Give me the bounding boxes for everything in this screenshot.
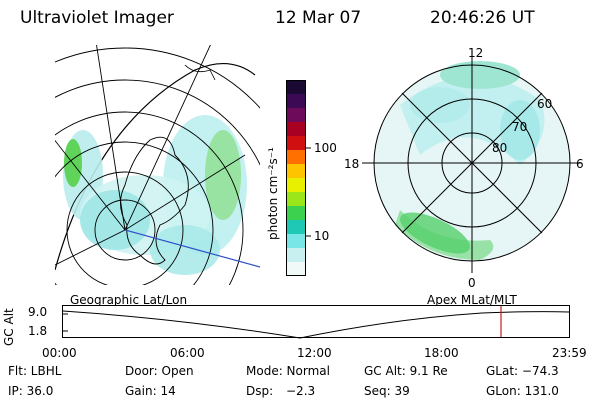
aurora-emission (63, 115, 247, 275)
info-door: Door: Open (125, 364, 194, 378)
info-dsp-label: Dsp: (246, 384, 274, 398)
terminator-line (124, 229, 260, 268)
mlt-label-12: 12 (468, 46, 484, 60)
colorbar-swatch (286, 192, 306, 207)
colorbar-tick-10: 10 (314, 229, 330, 243)
altitude-curve (62, 310, 570, 339)
color-scale (286, 80, 306, 277)
time-tick-2359: 23:59 (552, 346, 587, 360)
colorbar-swatch (286, 122, 306, 137)
mlt-label-18: 18 (344, 157, 360, 171)
colorbar-swatch (286, 178, 306, 193)
mlt-label-6: 6 (576, 157, 584, 171)
time-tick-1800: 18:00 (424, 346, 459, 360)
polar-plot (362, 55, 582, 273)
info-glon: GLon: 131.0 (486, 384, 559, 398)
timeline-right-label: Apex MLat/MLT (427, 293, 517, 307)
lat-label-80: 80 (492, 141, 508, 155)
colorbar-swatch (286, 234, 306, 249)
lat-label-60: 60 (537, 97, 553, 111)
colorbar-swatch (286, 248, 306, 263)
info-gc-alt: GC Alt: 9.1 Re (364, 364, 448, 378)
lon-grid (55, 45, 246, 266)
info-gain: Gain: 14 (125, 384, 176, 398)
y-tick-1-8: 1.8 (28, 324, 48, 338)
lat-label-70: 70 (512, 120, 528, 134)
colorbar-swatch (286, 108, 306, 123)
info-glat: GLat: −74.3 (486, 364, 559, 378)
colorbar-swatch (286, 262, 306, 277)
app-title: Ultraviolet Imager (20, 8, 174, 28)
y-tick-9: 9.0 (28, 305, 48, 319)
colorbar-swatch (286, 164, 306, 179)
colorbar-swatch (286, 80, 306, 95)
date-label: 12 Mar 07 (275, 8, 362, 28)
mlt-label-0: 0 (468, 276, 476, 290)
time-tick-0600: 06:00 (170, 346, 205, 360)
polar-grid (362, 55, 582, 273)
time-tick-0000: 00:00 (42, 346, 77, 360)
colorbar-unit-label: photon cm⁻²s⁻¹ (266, 147, 280, 240)
coastline (120, 136, 189, 265)
colorbar-swatch (286, 150, 306, 165)
geographic-map (55, 45, 260, 285)
timeline-chart (62, 305, 570, 339)
colorbar-ticks (306, 147, 311, 237)
colorbar-swatch (286, 136, 306, 151)
time-label: 20:46:26 UT (430, 8, 535, 28)
info-seq: Seq: 39 (364, 384, 410, 398)
timeline-left-label: Geographic Lat/Lon (70, 293, 188, 307)
colorbar-tick-100: 100 (314, 141, 337, 155)
colorbar-swatch (286, 220, 306, 235)
info-dsp-value: −2.3 (286, 384, 316, 398)
timeline-y-axis-label: GC Alt (2, 308, 16, 346)
colorbar-swatch (286, 206, 306, 221)
lat-grid (55, 47, 260, 285)
colorbar-swatch (286, 94, 306, 109)
info-ip: IP: 36.0 (8, 384, 54, 398)
info-filter: Flt: LBHL (8, 364, 62, 378)
time-tick-1200: 12:00 (297, 346, 332, 360)
info-mode: Mode: Normal (246, 364, 330, 378)
